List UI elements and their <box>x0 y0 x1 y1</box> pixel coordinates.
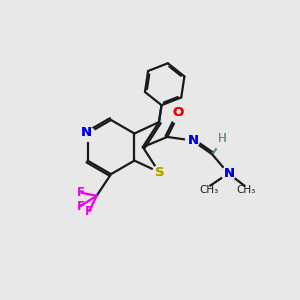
Text: N: N <box>224 167 235 181</box>
Text: N: N <box>224 167 235 181</box>
Text: O: O <box>172 106 184 119</box>
Text: F: F <box>85 205 93 218</box>
Text: F: F <box>77 186 86 199</box>
Text: O: O <box>172 106 184 119</box>
Text: CH₃: CH₃ <box>200 185 219 195</box>
Text: N: N <box>187 134 199 147</box>
Text: S: S <box>155 166 164 179</box>
Text: H: H <box>218 132 227 146</box>
Text: H: H <box>218 132 227 146</box>
Text: S: S <box>155 166 164 179</box>
Text: N: N <box>80 126 92 140</box>
Text: F: F <box>76 200 85 212</box>
Text: CH₃: CH₃ <box>236 185 256 195</box>
Text: N: N <box>80 126 92 140</box>
Text: N: N <box>187 134 199 147</box>
